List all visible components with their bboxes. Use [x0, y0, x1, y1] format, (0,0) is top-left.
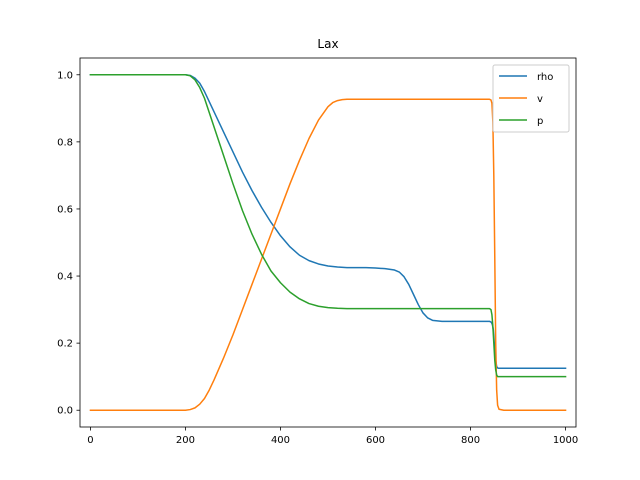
series-line-3 [89, 74, 567, 378]
axes-layer: 0 200 400 600 800 1000 0.0 0.2 0.4 0.6 0.8 1.0 [57, 57, 578, 446]
chart-title: Lax [317, 37, 338, 51]
x-tick-label: 800 [461, 435, 480, 446]
legend-label-2: v [537, 94, 543, 105]
y-tick-label: 0.0 [57, 406, 73, 417]
legend-label-1: rho [537, 72, 553, 83]
legend: rho vp [492, 64, 570, 133]
x-tick-label: 600 [366, 435, 385, 446]
x-tick-label: 400 [271, 435, 290, 446]
x-tick-label: 0 [87, 435, 93, 446]
y-tick-label: 0.8 [57, 137, 73, 148]
legend-label-3: p [537, 116, 543, 127]
legend-box [492, 64, 570, 133]
series-line-2 [89, 98, 567, 411]
y-tick-label: 0.4 [57, 272, 73, 283]
y-tick-label: 0.2 [57, 339, 73, 350]
x-tick-label: 200 [176, 435, 195, 446]
series-layer [89, 74, 567, 411]
y-tick-label: 0.6 [57, 204, 73, 215]
plot-frame [79, 57, 577, 428]
y-tick-label: 1.0 [57, 70, 73, 81]
x-tick-label: 1000 [553, 435, 578, 446]
